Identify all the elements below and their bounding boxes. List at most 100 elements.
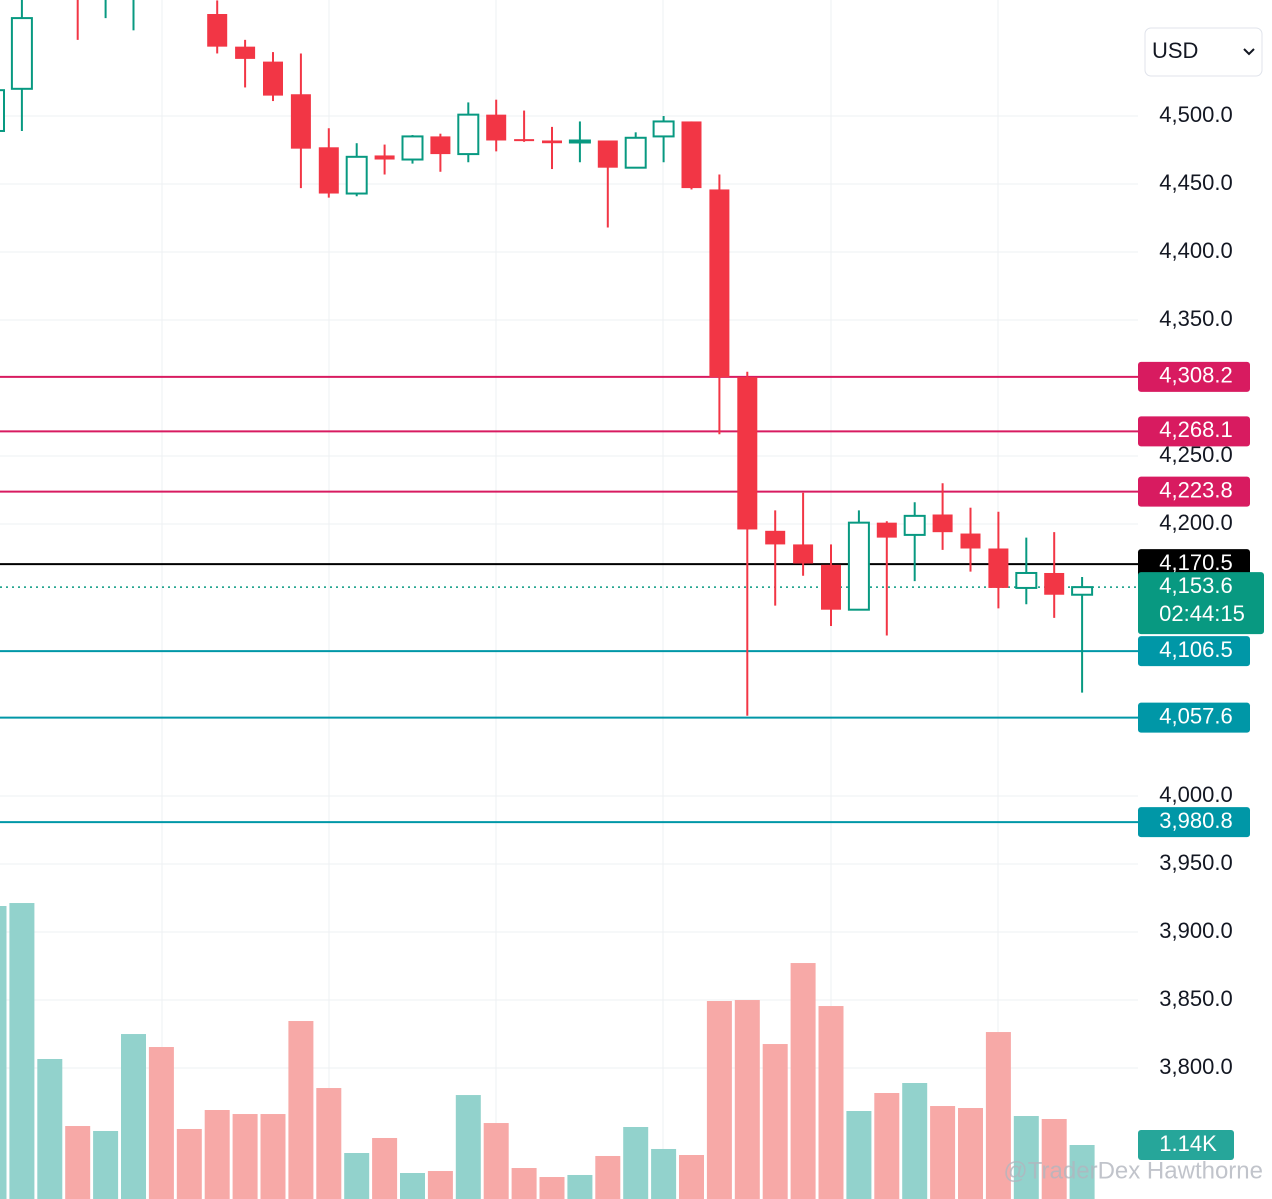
volume-bar [232,1114,258,1199]
volume-bar [1013,1116,1039,1199]
price-tag [1138,416,1250,447]
price-axis: 4,500.04,450.04,400.04,350.04,250.04,200… [1138,102,1264,1161]
grid [0,115,1138,1069]
volume-bar [1069,1145,1095,1199]
volume-bar [985,1032,1011,1199]
candle-body [430,136,451,155]
volume-bar [651,1148,677,1199]
price-tag [1138,702,1250,733]
price-tag-label: 3,980.8 [1159,808,1232,833]
candle-body [932,514,953,533]
volume-bar [372,1137,398,1199]
volume-bar [874,1093,900,1199]
volume-bar [93,1130,119,1199]
volume-bar [0,906,7,1199]
volume-bar [483,1123,509,1199]
candle-body [903,514,926,536]
candle-body [960,533,981,549]
candle-body [988,548,1009,588]
candle-body [652,120,675,138]
y-tick-label: 4,400.0 [1159,238,1232,263]
price-tag-label: 4,057.6 [1159,703,1232,728]
candles [0,0,1094,716]
volume-bar [9,903,35,1199]
price-tag-label: 4,223.8 [1159,477,1232,502]
volume-bar [706,1001,732,1199]
candle-body [737,377,758,530]
currency[interactable]: USD [1152,38,1198,63]
volume-bar [846,1110,872,1199]
candle-body [709,189,730,378]
price-tag [1138,572,1264,635]
candle-body [1071,586,1094,596]
volume-bar [734,1000,760,1199]
price-tag-label: 4,106.5 [1159,637,1232,662]
volume-bar [455,1095,481,1199]
y-tick-label: 3,850.0 [1159,986,1232,1011]
price-tag-label: 4,268.1 [1159,417,1232,442]
candle-body [847,521,870,611]
candle-body [681,121,702,189]
volume-bar [567,1174,593,1199]
countdown: 02:44:15 [1159,601,1245,626]
volume-bar [204,1110,230,1199]
price-tag [1138,636,1250,667]
candle-body [374,155,395,160]
candle-body [345,155,368,195]
volume-bar [762,1044,788,1199]
volume-bar [595,1155,621,1199]
candle-body [1015,571,1038,589]
candle-body [10,17,33,90]
time-grid [161,0,999,1199]
y-tick-label: 3,950.0 [1159,850,1232,875]
volume-bar [316,1088,342,1199]
price-tag-label: 4,170.5 [1159,550,1232,575]
candle-body [1044,572,1065,595]
candle-body [514,139,535,142]
y-tick-label: 4,200.0 [1159,510,1232,535]
price-tag-label: 4,153.6 [1159,573,1232,598]
dropdown-arrow [1243,48,1255,56]
volume-tag [1138,1130,1234,1161]
volume-bar [65,1126,91,1199]
volume-bar [148,1047,174,1199]
volume-bar [539,1177,565,1199]
volume-bar [511,1168,537,1199]
volume-tag-label: 1.14K [1159,1131,1217,1156]
y-tick-label: 4,000.0 [1159,782,1232,807]
y-tick-label: 3,800.0 [1159,1054,1232,1079]
price-tag [1138,361,1250,392]
y-tick-label: 3,900.0 [1159,918,1232,943]
volume-bar [958,1108,983,1199]
candle-body [457,113,480,156]
volume-bar [1041,1119,1067,1199]
candle-body [207,14,228,47]
volume-bar [818,1006,844,1199]
candle-body [821,564,841,610]
volume-bar [288,1021,314,1199]
volume-bar [930,1106,956,1199]
volume-bar [679,1154,704,1199]
volume-bar [260,1114,286,1199]
currency-selector[interactable]: USD [1144,27,1263,77]
price-tag [1138,549,1250,580]
volume-bar [344,1153,370,1199]
volume-bar [176,1128,202,1199]
candle-body [568,139,591,144]
volume-bar [37,1058,63,1199]
price-tag [1138,807,1250,838]
price-tag-label: 4,308.2 [1159,363,1232,388]
price-tag [1138,476,1250,507]
candle-body [401,135,424,161]
volume-bar [121,1034,146,1199]
candle-body [235,46,256,59]
candle-body [542,140,562,144]
volume-pane [0,903,1095,1199]
candle-body [597,140,618,168]
candle-body [0,89,5,132]
candle-body [263,61,283,96]
watermark: @TraderDex Hawthorne [1003,1157,1263,1184]
candle-body [876,522,897,538]
candle-body [290,94,311,149]
